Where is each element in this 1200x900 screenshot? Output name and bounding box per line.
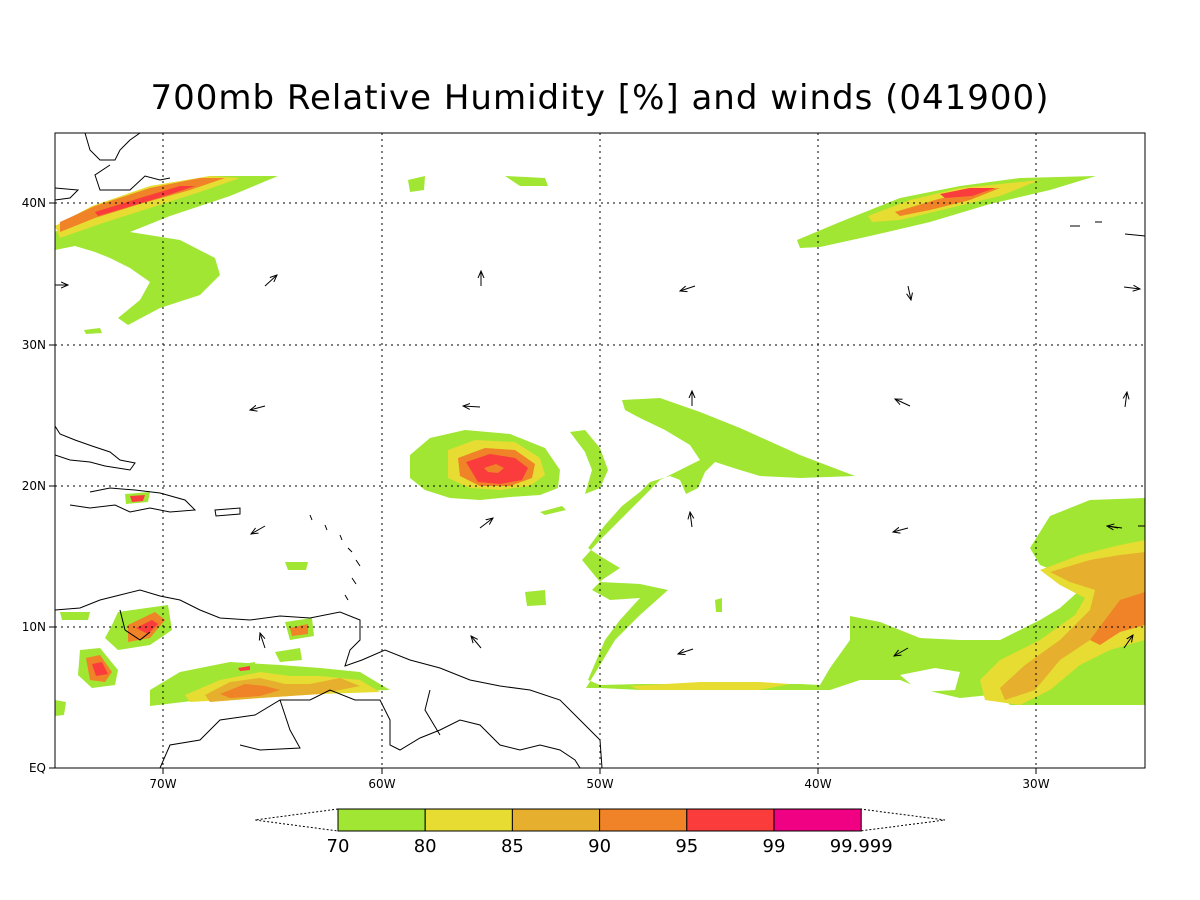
rh-region-northeast-atlantic-95	[940, 188, 995, 198]
wind-arrow	[894, 647, 909, 656]
wind-arrow	[1107, 526, 1123, 528]
rh-blob-caribbean-1-red	[238, 666, 250, 671]
rh-blob-small-1	[84, 328, 102, 334]
rh-blob-west-2	[55, 700, 66, 716]
map-plot-area	[55, 133, 1145, 768]
coastline-central-america	[55, 589, 603, 768]
rh-region-northeast-95	[95, 186, 195, 216]
colorbar-label: 80	[414, 836, 437, 857]
wind-arrow	[471, 636, 482, 649]
colorbar-label: 90	[588, 836, 611, 857]
colorbar-labels: 70 80 85 90 95 99 99.999	[327, 836, 893, 857]
colorbar-box	[511, 808, 601, 832]
latitude-labels: 40N 30N 20N 10N EQ	[22, 196, 46, 775]
lat-label-10n: 10N	[22, 620, 46, 634]
colorbar-box	[773, 808, 862, 832]
rh-blob-north-2	[505, 176, 548, 186]
coastline-puerto-rico	[214, 507, 241, 517]
map-title: 700mb Relative Humidity [%] and winds (0…	[150, 78, 1050, 118]
rh-blob-caribbean-3	[275, 648, 302, 662]
wind-arrow	[1123, 287, 1140, 289]
tick-marks	[49, 202, 1037, 774]
wind-arrow	[1125, 392, 1127, 408]
colorbar: 70 80 85 90 95 99 99.999	[254, 808, 946, 857]
coastline-north-america	[55, 133, 171, 201]
rh-region-caribbean-95	[220, 684, 280, 698]
colorbar-label: 95	[675, 836, 698, 857]
wind-arrow	[893, 528, 909, 532]
colorbar-box	[337, 808, 426, 832]
lat-label-40n: 40N	[22, 196, 46, 210]
rh-region-northeast-80	[55, 176, 240, 238]
wind-arrow	[895, 399, 911, 407]
colorbar-label: 99.999	[830, 836, 893, 857]
coastline-small-islands	[1070, 221, 1145, 529]
coastline-south-america-interior	[159, 689, 581, 768]
colorbar-box	[424, 808, 513, 832]
coastline-hispaniola	[69, 487, 197, 513]
wind-arrow	[690, 512, 692, 528]
grid-layer	[55, 133, 1145, 768]
rh-blob-south-1	[285, 562, 308, 570]
colorbar-label: 70	[327, 836, 350, 857]
rh-region-central-atlantic-80	[630, 682, 790, 690]
wind-arrow	[678, 648, 694, 654]
colorbar-right-extension	[859, 808, 946, 832]
wind-arrow	[680, 285, 696, 291]
lon-label-40w: 40W	[804, 777, 831, 791]
rh-blob-west-1	[60, 612, 90, 620]
lat-label-eq: EQ	[29, 761, 46, 775]
rh-region-cyclone-band	[570, 430, 608, 494]
rh-blob-central-west	[525, 590, 546, 606]
rh-blob-north-1	[408, 176, 425, 192]
rh-hole-central-2	[900, 668, 960, 692]
lat-label-30n: 30N	[22, 338, 46, 352]
longitude-labels: 70W 60W 50W 40W 30W	[149, 777, 1049, 791]
rh-region-east-atlantic-90	[1090, 592, 1145, 645]
colorbar-boxes	[337, 808, 862, 832]
rh-region-central-atlantic	[582, 398, 1145, 705]
humidity-fill-layer	[55, 176, 1145, 716]
lon-label-70w: 70W	[149, 777, 176, 791]
rh-region-northeast-90	[60, 178, 225, 232]
rh-blob-panama-red	[92, 662, 108, 676]
wind-arrow	[1123, 635, 1133, 649]
colorbar-label: 99	[763, 836, 786, 857]
coastline-layer	[55, 133, 1145, 768]
coastline-antilles	[309, 514, 361, 601]
colorbar-box	[686, 808, 775, 832]
wind-arrow	[908, 285, 911, 300]
rh-blob-cyclone-tail	[540, 506, 566, 515]
rh-region-northeast-atlantic	[797, 176, 1096, 248]
rh-blob-hispaniola-red	[130, 495, 145, 502]
wind-arrow	[264, 275, 277, 287]
coastline-cuba	[55, 425, 136, 471]
lon-label-50w: 50W	[586, 777, 613, 791]
wind-arrow	[463, 406, 481, 407]
wind-vector-layer	[55, 271, 1140, 656]
rh-blob-central-east	[715, 598, 722, 612]
rh-blob-caribbean-2-orange	[290, 624, 308, 636]
wind-arrow	[479, 518, 493, 529]
colorbar-label: 85	[501, 836, 524, 857]
colorbar-box	[599, 808, 688, 832]
lon-label-30w: 30W	[1022, 777, 1049, 791]
wind-arrow	[250, 406, 266, 410]
rh-region-cyclone-eye	[484, 464, 504, 473]
lon-label-60w: 60W	[368, 777, 395, 791]
wind-arrow	[260, 633, 266, 649]
colorbar-left-extension	[254, 808, 339, 832]
wind-arrow	[251, 525, 266, 534]
lat-label-20n: 20N	[22, 479, 46, 493]
